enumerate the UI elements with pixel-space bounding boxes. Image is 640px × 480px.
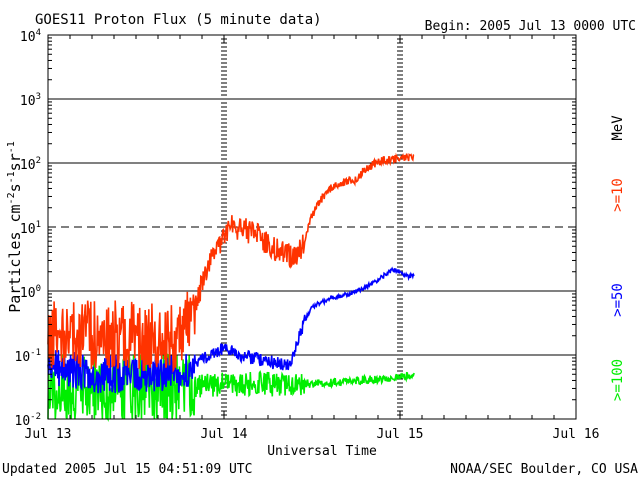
x-tick-label: Jul 13 <box>25 427 72 442</box>
y-tick-label: 10-2 <box>15 412 42 429</box>
legend-entry: >=10 <box>610 178 626 212</box>
y-axis-label: Particles cm-2s-1sr-1 <box>6 141 24 313</box>
y-tick-label: 102 <box>20 156 41 173</box>
begin-date-label: Begin: 2005 Jul 13 0000 UTC <box>425 19 636 34</box>
legend-entry: >=100 <box>610 359 626 401</box>
series-line <box>47 266 415 394</box>
x-axis-label: Universal Time <box>267 444 377 459</box>
x-tick-label: Jul 15 <box>377 427 424 442</box>
y-tick-label: 101 <box>20 220 41 237</box>
y-tick-label: 104 <box>20 28 41 45</box>
updated-timestamp: Updated 2005 Jul 15 04:51:09 UTC <box>2 462 252 477</box>
data-series <box>47 152 415 422</box>
series-line <box>47 152 415 374</box>
y-tick-label: 10-1 <box>15 348 42 365</box>
series-line <box>47 353 415 422</box>
credit-label: NOAA/SEC Boulder, CO USA <box>450 462 638 477</box>
chart-title: GOES11 Proton Flux (5 minute data) <box>35 12 322 28</box>
legend-entry: >=50 <box>610 283 626 317</box>
legend-unit: MeV <box>610 115 626 141</box>
axes: 10-2 10-1 100 101 102 103 104 Jul 13 Jul 14 Jul 1… <box>6 28 599 442</box>
grid-lines <box>48 34 576 416</box>
x-tick-label: Jul 16 <box>553 427 600 442</box>
legend: >=10 >=50 >=100 MeV <box>610 115 626 401</box>
y-tick-label: 103 <box>20 92 41 109</box>
x-tick-label: Jul 14 <box>201 427 248 442</box>
y-tick-label: 100 <box>20 284 41 301</box>
